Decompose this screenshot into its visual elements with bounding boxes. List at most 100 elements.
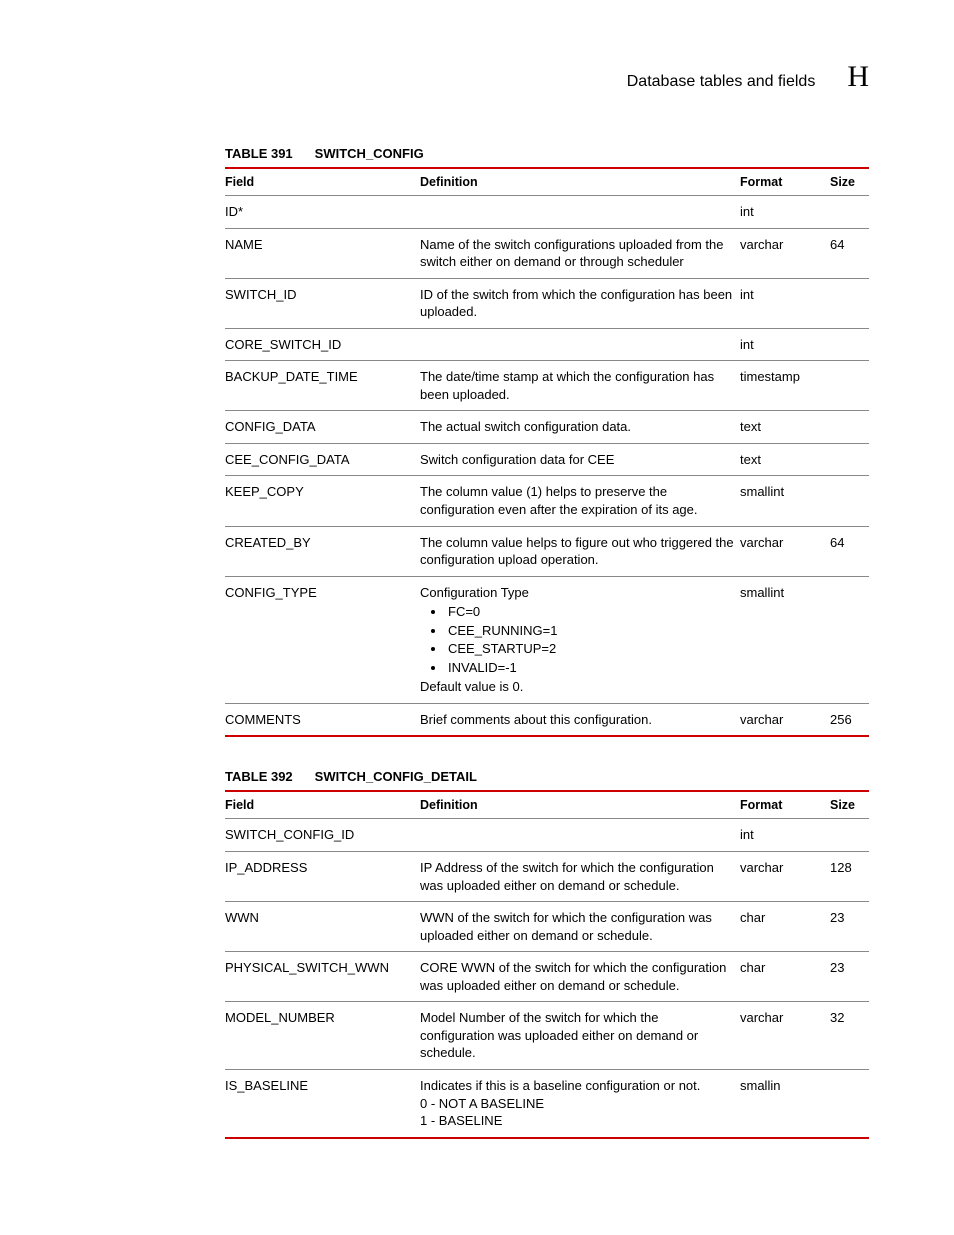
cell-definition [420, 328, 740, 361]
definition-line: 0 - NOT A BASELINE [420, 1095, 736, 1113]
cell-format: text [740, 411, 830, 444]
table-row: CREATED_BYThe column value helps to figu… [225, 526, 869, 576]
cell-definition: The column value helps to figure out who… [420, 526, 740, 576]
data-table: FieldDefinitionFormatSizeSWITCH_CONFIG_I… [225, 790, 869, 1138]
column-header: Field [225, 168, 420, 196]
cell-field: WWN [225, 902, 420, 952]
cell-size [830, 328, 869, 361]
column-header: Size [830, 791, 869, 819]
cell-size [830, 476, 869, 526]
cell-field: MODEL_NUMBER [225, 1002, 420, 1070]
table-caption: TABLE 392SWITCH_CONFIG_DETAIL [225, 765, 869, 790]
cell-definition: The column value (1) helps to preserve t… [420, 476, 740, 526]
cell-definition: Brief comments about this configuration. [420, 703, 740, 736]
cell-format: int [740, 278, 830, 328]
header-appendix-letter: H [847, 60, 869, 94]
cell-size [830, 819, 869, 852]
cell-format: text [740, 443, 830, 476]
cell-size: 64 [830, 526, 869, 576]
cell-size: 23 [830, 952, 869, 1002]
tables-container: TABLE 391SWITCH_CONFIGFieldDefinitionFor… [225, 142, 869, 1139]
cell-size [830, 361, 869, 411]
table-number: TABLE 391 [225, 146, 293, 161]
cell-field: IS_BASELINE [225, 1069, 420, 1137]
cell-field: COMMENTS [225, 703, 420, 736]
cell-format: smallint [740, 476, 830, 526]
cell-field: CORE_SWITCH_ID [225, 328, 420, 361]
cell-field: CREATED_BY [225, 526, 420, 576]
table-row: BACKUP_DATE_TIMEThe date/time stamp at w… [225, 361, 869, 411]
table-row: MODEL_NUMBERModel Number of the switch f… [225, 1002, 869, 1070]
table-block: TABLE 391SWITCH_CONFIGFieldDefinitionFor… [225, 142, 869, 737]
definition-bullet: CEE_STARTUP=2 [446, 640, 736, 658]
cell-definition: The date/time stamp at which the configu… [420, 361, 740, 411]
cell-definition: The actual switch configuration data. [420, 411, 740, 444]
column-header: Field [225, 791, 420, 819]
cell-field: CEE_CONFIG_DATA [225, 443, 420, 476]
table-block: TABLE 392SWITCH_CONFIG_DETAILFieldDefini… [225, 765, 869, 1138]
table-caption: TABLE 391 SWITCH_CONFIG [225, 142, 869, 167]
cell-definition: Name of the switch configurations upload… [420, 228, 740, 278]
cell-field: BACKUP_DATE_TIME [225, 361, 420, 411]
definition-bullet: FC=0 [446, 603, 736, 621]
definition-line: Indicates if this is a baseline configur… [420, 1077, 736, 1095]
cell-size [830, 576, 869, 703]
table-row: SWITCH_IDID of the switch from which the… [225, 278, 869, 328]
table-row: IS_BASELINEIndicates if this is a baseli… [225, 1069, 869, 1137]
table-name: SWITCH_CONFIG_DETAIL [315, 769, 477, 784]
cell-field: SWITCH_CONFIG_ID [225, 819, 420, 852]
table-name: SWITCH_CONFIG [315, 146, 424, 161]
table-row: PHYSICAL_SWITCH_WWNCORE WWN of the switc… [225, 952, 869, 1002]
cell-format: char [740, 952, 830, 1002]
cell-format: char [740, 902, 830, 952]
data-table: FieldDefinitionFormatSizeID*intNAMEName … [225, 167, 869, 737]
table-row: KEEP_COPYThe column value (1) helps to p… [225, 476, 869, 526]
cell-format: int [740, 196, 830, 229]
cell-definition: Switch configuration data for CEE [420, 443, 740, 476]
cell-format: varchar [740, 1002, 830, 1070]
cell-size [830, 278, 869, 328]
cell-definition: WWN of the switch for which the configur… [420, 902, 740, 952]
cell-format: varchar [740, 228, 830, 278]
table-row: NAMEName of the switch configurations up… [225, 228, 869, 278]
cell-field: CONFIG_TYPE [225, 576, 420, 703]
cell-format: int [740, 328, 830, 361]
cell-format: varchar [740, 526, 830, 576]
cell-size [830, 443, 869, 476]
cell-size: 256 [830, 703, 869, 736]
cell-definition: Model Number of the switch for which the… [420, 1002, 740, 1070]
table-row: IP_ADDRESSIP Address of the switch for w… [225, 852, 869, 902]
definition-bullet: INVALID=-1 [446, 659, 736, 677]
cell-field: ID* [225, 196, 420, 229]
cell-size: 32 [830, 1002, 869, 1070]
cell-field: SWITCH_ID [225, 278, 420, 328]
cell-size [830, 196, 869, 229]
cell-format: smallin [740, 1069, 830, 1137]
table-row: CONFIG_TYPEConfiguration TypeFC=0CEE_RUN… [225, 576, 869, 703]
cell-format: smallint [740, 576, 830, 703]
cell-format: timestamp [740, 361, 830, 411]
cell-size: 23 [830, 902, 869, 952]
cell-definition [420, 819, 740, 852]
column-header: Format [740, 791, 830, 819]
cell-definition: CORE WWN of the switch for which the con… [420, 952, 740, 1002]
table-row: SWITCH_CONFIG_IDint [225, 819, 869, 852]
page: Database tables and fields H TABLE 391 SW… [0, 0, 954, 1235]
cell-definition: IP Address of the switch for which the c… [420, 852, 740, 902]
cell-field: CONFIG_DATA [225, 411, 420, 444]
cell-definition: Indicates if this is a baseline configur… [420, 1069, 740, 1137]
table-row: COMMENTSBrief comments about this config… [225, 703, 869, 736]
cell-definition: ID of the switch from which the configur… [420, 278, 740, 328]
cell-field: IP_ADDRESS [225, 852, 420, 902]
page-header: Database tables and fields H [225, 60, 869, 94]
column-header: Definition [420, 791, 740, 819]
cell-size: 128 [830, 852, 869, 902]
cell-size [830, 411, 869, 444]
table-row: CORE_SWITCH_ID int [225, 328, 869, 361]
definition-line: 1 - BASELINE [420, 1112, 736, 1130]
column-header: Definition [420, 168, 740, 196]
cell-size: 64 [830, 228, 869, 278]
cell-definition [420, 196, 740, 229]
header-section-title: Database tables and fields [627, 73, 816, 91]
column-header: Size [830, 168, 869, 196]
